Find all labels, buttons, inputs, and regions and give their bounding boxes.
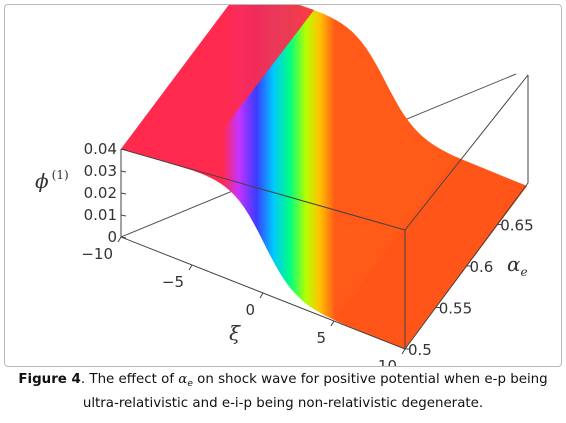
z-tick-mark — [120, 214, 127, 217]
x-tick-mark — [188, 264, 193, 271]
x-tick-label: −5 — [162, 273, 184, 291]
figure-caption: Figure 4. The effect of αe on shock wave… — [8, 370, 558, 414]
caption-label: Figure 4 — [18, 372, 81, 387]
z-tick-mark — [120, 170, 127, 173]
x-axis-ticks: −10 −5 0 5 10 — [81, 236, 406, 366]
z-axis-label: ϕ (1) — [35, 168, 69, 193]
x-tick-mark — [401, 348, 406, 355]
x-tick-mark — [117, 236, 122, 243]
x-tick-label: 5 — [316, 329, 326, 347]
x-axis-label: ξ — [229, 321, 241, 345]
caption-text-after: on shock wave for positive potential whe… — [82, 372, 548, 411]
x-tick-mark — [259, 292, 264, 299]
y-tick-label: 0.5 — [408, 341, 432, 359]
caption-text-before: . The effect of — [80, 372, 179, 387]
y-axis-label: αe — [507, 252, 528, 279]
z-axis-ticks: 0 0.01 0.02 0.03 0.04 — [84, 140, 127, 246]
figure-frame: 0 0.01 0.02 0.03 0.04 −10 −5 0 5 10 0.5 0.55 0.6 0.… — [4, 4, 562, 367]
x-tick-label: 10 — [378, 357, 397, 366]
surface-plateau-high — [121, 5, 314, 171]
x-tick-mark — [330, 320, 335, 327]
y-tick-label: 0.55 — [439, 300, 472, 318]
y-tick-label: 0.6 — [470, 258, 494, 276]
caption-symbol-sub: e — [187, 379, 193, 389]
y-axis-ticks: 0.5 0.55 0.6 0.65 — [405, 217, 534, 359]
z-tick-mark — [120, 192, 127, 195]
z-tick-label: 0.02 — [84, 184, 117, 202]
z-tick-label: 0.04 — [84, 140, 117, 158]
surface-plateau-low — [334, 156, 527, 349]
z-tick-label: 0.01 — [84, 206, 117, 224]
z-tick-mark — [120, 148, 127, 151]
x-tick-label: −10 — [81, 245, 113, 263]
y-tick-label: 0.65 — [500, 217, 533, 235]
caption-symbol: α — [178, 372, 188, 387]
surface-layer — [121, 5, 527, 349]
x-tick-label: 0 — [245, 301, 255, 319]
z-tick-label: 0 — [107, 228, 117, 246]
z-tick-mark — [120, 236, 127, 239]
z-tick-label: 0.03 — [84, 162, 117, 180]
